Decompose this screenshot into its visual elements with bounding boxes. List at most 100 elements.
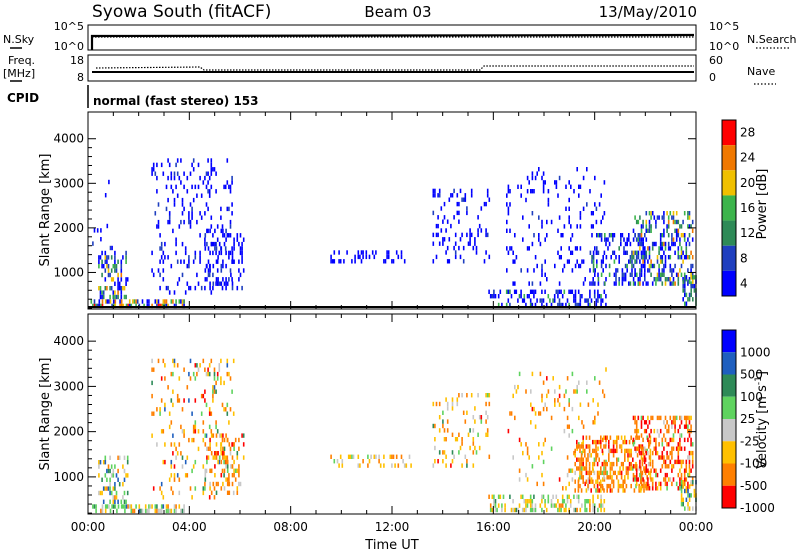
power-cell bbox=[176, 158, 179, 163]
velocity-cell bbox=[611, 448, 613, 454]
velocity-cell bbox=[580, 457, 583, 462]
power-cell bbox=[120, 299, 123, 304]
velocity-cell bbox=[220, 358, 222, 364]
power-cell bbox=[634, 281, 636, 286]
velocity-cell bbox=[462, 410, 465, 415]
velocity-cell bbox=[688, 433, 691, 438]
velocity-cell bbox=[590, 488, 592, 493]
velocity-cell bbox=[553, 503, 556, 508]
power-cell bbox=[674, 281, 676, 286]
power-cell bbox=[547, 197, 550, 203]
power-cell bbox=[120, 272, 123, 278]
power-cell bbox=[167, 255, 169, 260]
power-cell bbox=[231, 175, 233, 181]
power-cell bbox=[109, 245, 112, 251]
velocity-cell bbox=[510, 507, 513, 513]
velocity-cell bbox=[151, 411, 153, 416]
velocity-cell bbox=[104, 504, 107, 509]
velocity-cell bbox=[461, 441, 463, 446]
velocity-cell bbox=[597, 446, 599, 451]
velocity-cell bbox=[603, 461, 605, 467]
velocity-cell bbox=[638, 444, 640, 449]
power-cell bbox=[550, 219, 553, 225]
velocity-cell bbox=[690, 424, 692, 429]
velocity-cell bbox=[566, 376, 569, 381]
velocity-cell bbox=[664, 459, 667, 465]
power-cell bbox=[682, 288, 684, 293]
power-cell bbox=[106, 299, 109, 304]
velocity-cell bbox=[446, 428, 449, 433]
power-cell bbox=[509, 202, 511, 207]
power-cell bbox=[178, 277, 181, 282]
velocity-cell bbox=[593, 503, 596, 508]
velocity-cell bbox=[123, 490, 126, 496]
velocity-cell bbox=[485, 432, 487, 437]
velocity-cell bbox=[628, 466, 631, 471]
power-cell bbox=[183, 303, 185, 309]
velocity-cell bbox=[651, 459, 654, 465]
velocity-cell bbox=[588, 470, 591, 476]
power-cell bbox=[220, 268, 223, 273]
velocity-cell bbox=[238, 481, 240, 487]
velocity-cell bbox=[579, 448, 581, 454]
velocity-cell bbox=[645, 464, 648, 469]
velocity-cell bbox=[530, 402, 532, 407]
velocity-cell bbox=[598, 503, 601, 508]
power-cell bbox=[644, 263, 646, 269]
power-cell bbox=[666, 224, 668, 229]
velocity-cell bbox=[552, 494, 554, 499]
power-cell bbox=[238, 268, 240, 273]
velocity-cell bbox=[563, 406, 566, 412]
velocity-cell bbox=[125, 473, 127, 478]
velocity-cell bbox=[582, 439, 584, 445]
velocity-cell bbox=[117, 499, 119, 504]
power-cell bbox=[156, 299, 158, 304]
velocity-cell bbox=[106, 486, 108, 491]
power-cell bbox=[659, 255, 662, 260]
velocity-cell bbox=[117, 455, 119, 460]
power-cell bbox=[114, 299, 117, 304]
velocity-cell bbox=[683, 477, 686, 482]
power-cell bbox=[647, 246, 649, 251]
power-cell bbox=[661, 255, 664, 260]
velocity-cell bbox=[680, 497, 683, 502]
power-cell bbox=[573, 298, 575, 303]
velocity-cell bbox=[669, 459, 672, 465]
velocity-cell bbox=[117, 504, 120, 509]
velocity-cell bbox=[650, 468, 652, 473]
velocity-cell bbox=[617, 457, 620, 462]
velocity-cell bbox=[141, 508, 144, 514]
power-cell bbox=[587, 298, 590, 303]
velocity-cell bbox=[671, 437, 673, 443]
velocity-cell bbox=[557, 499, 559, 504]
power-cell bbox=[655, 224, 657, 229]
velocity-cell bbox=[576, 389, 578, 394]
power-cell bbox=[110, 255, 113, 260]
velocity-cell bbox=[497, 503, 500, 508]
power-cell bbox=[666, 211, 668, 216]
power-cell bbox=[189, 171, 192, 176]
power-colorbar-tick-label: 28 bbox=[740, 126, 755, 140]
power-cell bbox=[231, 277, 233, 282]
velocity-cell bbox=[172, 433, 174, 438]
power-cell bbox=[454, 232, 457, 238]
power-cell bbox=[151, 250, 153, 256]
power-cell bbox=[104, 250, 107, 256]
power-cell bbox=[173, 303, 176, 309]
velocity-cell bbox=[220, 380, 222, 386]
velocity-cell bbox=[336, 459, 339, 464]
velocity-cell bbox=[238, 464, 240, 469]
power-cell bbox=[210, 184, 213, 190]
velocity-cell bbox=[154, 508, 157, 514]
power-cell bbox=[597, 281, 600, 286]
power-cell bbox=[549, 298, 551, 303]
velocity-cell bbox=[582, 457, 584, 462]
velocity-cell bbox=[154, 504, 157, 509]
power-cell bbox=[671, 272, 673, 277]
velocity-cell bbox=[357, 454, 360, 459]
power-cell bbox=[130, 303, 133, 309]
power-cell bbox=[558, 175, 561, 181]
velocity-cell bbox=[215, 420, 217, 425]
velocity-cell bbox=[224, 455, 227, 460]
power-cell bbox=[685, 255, 688, 260]
